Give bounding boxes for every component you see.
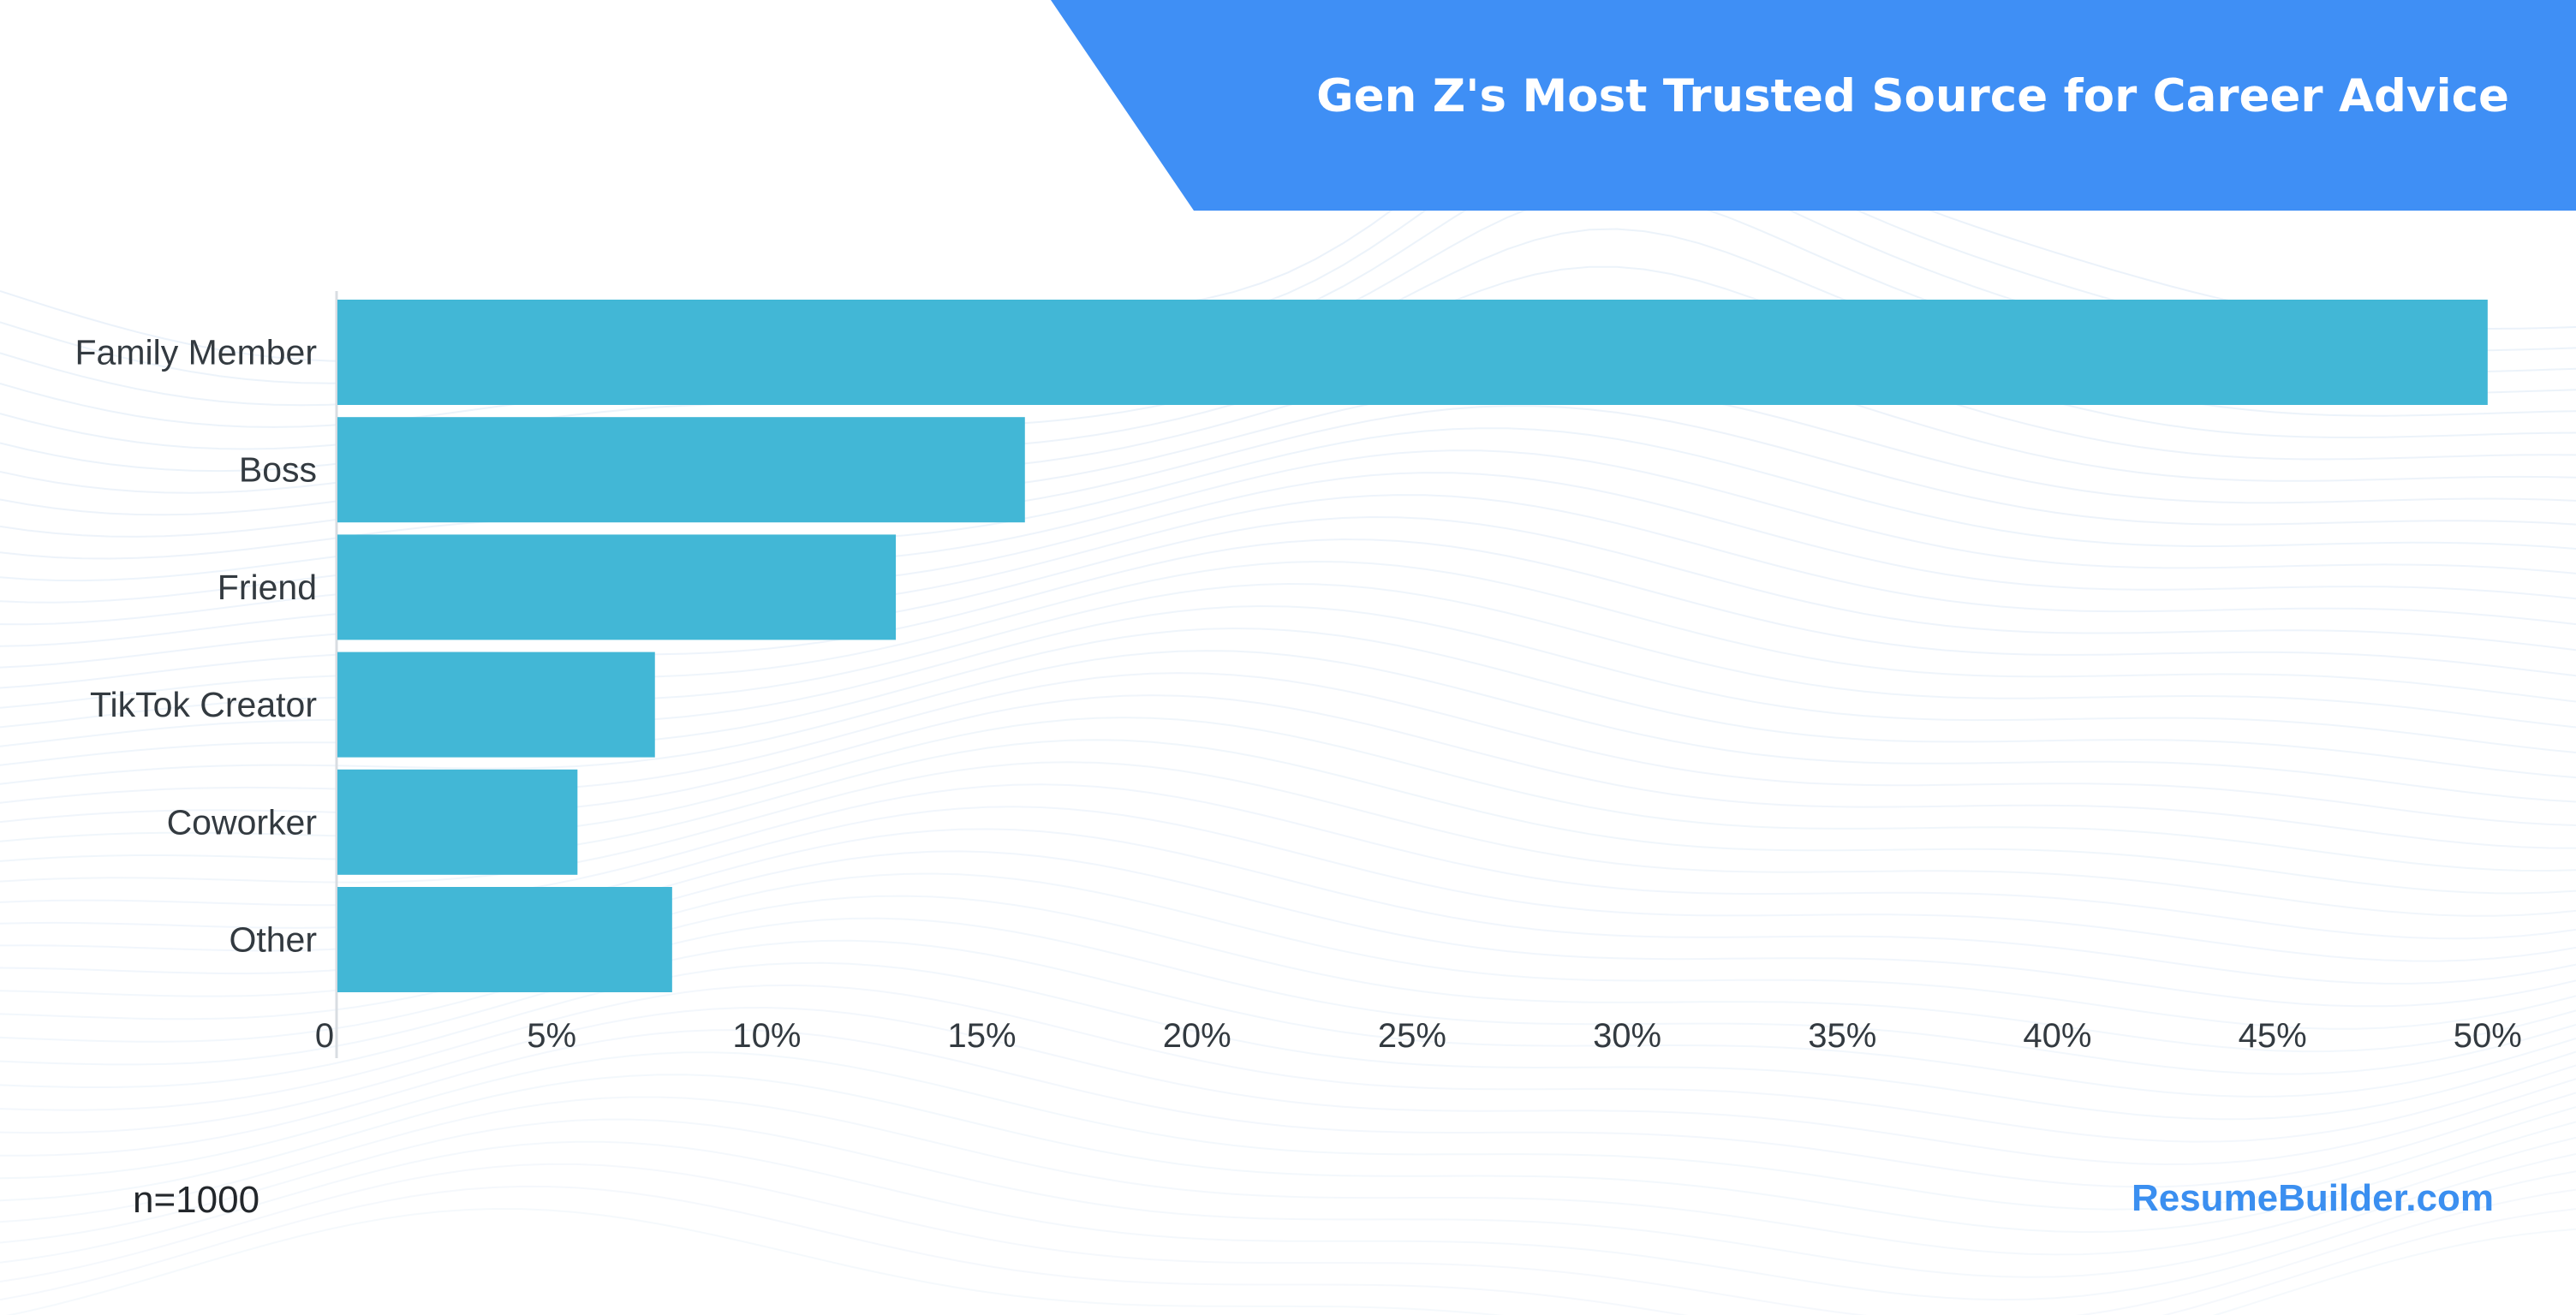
- x-tick-label: 35%: [1808, 1017, 1876, 1055]
- x-tick-label: 40%: [2023, 1017, 2091, 1055]
- x-tick-labels: 0 5% 10% 15% 20% 25% 30% 35% 40% 45% 50%: [315, 1017, 2522, 1055]
- x-tick-label: 5%: [527, 1017, 576, 1055]
- title-banner-shape: [1051, 0, 2576, 211]
- bar-boss: [337, 417, 1025, 523]
- background-wave-line: [0, 961, 2576, 1121]
- x-tick-label: 45%: [2239, 1017, 2307, 1055]
- background-wave-line: [0, 405, 2576, 560]
- bar-coworker: [337, 769, 578, 875]
- background-wave-line: [0, 1074, 2576, 1234]
- bar-friend: [337, 534, 897, 640]
- background-wave-line: [0, 917, 2576, 1075]
- background-wave-line: [0, 1140, 2576, 1301]
- x-tick-label: 0: [315, 1017, 334, 1055]
- background-wave-line: [0, 1185, 2576, 1315]
- background-wave-line: [5, 1207, 2576, 1315]
- x-tick-label: 10%: [732, 1017, 801, 1055]
- title-banner: [1051, 0, 2576, 211]
- category-label: Other: [229, 920, 317, 960]
- background-wave-line: [0, 761, 2576, 917]
- sample-size-note: n=1000: [133, 1179, 260, 1221]
- category-label: Friend: [218, 568, 317, 607]
- category-labels: Family Member Boss Friend TikTok Creator Cow…: [75, 333, 317, 960]
- category-label: Family Member: [75, 333, 317, 372]
- brand-link[interactable]: ResumeBuilder.com: [2131, 1177, 2494, 1219]
- category-label: TikTok Creator: [90, 685, 317, 724]
- bar-other: [337, 887, 672, 992]
- category-label: Coworker: [167, 802, 317, 842]
- background-wave-line: [0, 650, 2576, 803]
- x-tick-label: 15%: [948, 1017, 1017, 1055]
- background-wave-line: [0, 1006, 2576, 1166]
- background-wave-line: [0, 1096, 2576, 1256]
- bar-family-member: [337, 300, 2488, 405]
- bars-layer: [337, 300, 2488, 992]
- background-wave-line: [0, 1163, 2576, 1315]
- x-tick-label: 50%: [2454, 1017, 2522, 1055]
- category-label: Boss: [239, 450, 317, 490]
- background-wave-line: [0, 895, 2576, 1053]
- bar-tiktok-creator: [337, 652, 655, 758]
- x-tick-label: 30%: [1593, 1017, 1661, 1055]
- background-wave-line: [0, 984, 2576, 1143]
- background-wave-line: [0, 1051, 2576, 1211]
- x-tick-label: 25%: [1378, 1017, 1446, 1055]
- x-tick-label: 20%: [1163, 1017, 1231, 1055]
- chart-title: Gen Z's Most Trusted Source for Career A…: [1316, 70, 2509, 122]
- background-wave-line: [0, 1029, 2576, 1188]
- background-wave-line: [0, 939, 2576, 1098]
- background-wave-line: [0, 1118, 2576, 1278]
